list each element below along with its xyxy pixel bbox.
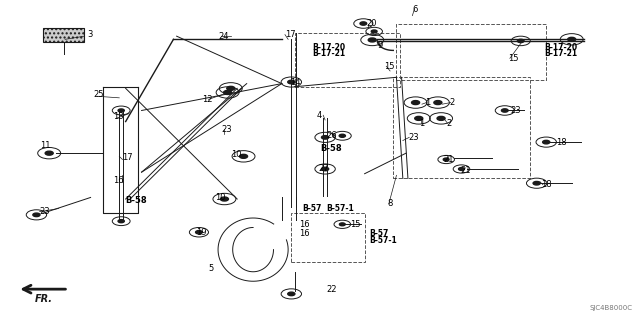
Circle shape [360, 22, 367, 25]
Text: 1: 1 [425, 98, 430, 107]
Text: 15: 15 [351, 220, 361, 229]
Text: B-57-1: B-57-1 [370, 236, 397, 245]
Text: 26: 26 [326, 131, 337, 140]
Text: 2: 2 [449, 98, 454, 107]
Bar [394, 77, 531, 178]
Circle shape [321, 167, 329, 171]
Circle shape [371, 30, 377, 33]
Text: 1: 1 [419, 119, 425, 128]
Text: 17: 17 [285, 30, 296, 39]
Circle shape [459, 167, 465, 170]
Text: 15: 15 [384, 62, 394, 71]
Text: 3: 3 [88, 30, 93, 39]
Text: 12: 12 [202, 95, 212, 104]
Text: B-17-20: B-17-20 [312, 43, 346, 52]
Circle shape [533, 182, 540, 185]
Circle shape [339, 134, 346, 137]
Text: 18: 18 [556, 137, 566, 147]
Circle shape [220, 197, 228, 201]
Text: 2: 2 [446, 119, 451, 128]
Text: 14: 14 [290, 78, 301, 86]
Bar [43, 28, 84, 42]
Text: 24: 24 [218, 32, 228, 41]
Text: 23: 23 [221, 125, 232, 134]
Text: B-58: B-58 [320, 144, 342, 153]
Circle shape [444, 158, 449, 161]
Text: 18: 18 [541, 180, 552, 189]
Circle shape [568, 37, 576, 41]
Text: 22: 22 [326, 285, 337, 294]
Text: B-58: B-58 [125, 196, 147, 205]
Circle shape [33, 213, 40, 217]
Circle shape [517, 39, 524, 42]
Text: 5: 5 [209, 264, 214, 273]
Text: 6: 6 [412, 5, 418, 14]
Text: B-57: B-57 [370, 229, 389, 238]
Circle shape [45, 151, 53, 155]
Bar [396, 24, 546, 80]
Text: 9: 9 [378, 41, 383, 50]
Circle shape [321, 136, 329, 139]
Text: 16: 16 [299, 229, 310, 238]
Circle shape [118, 219, 124, 223]
Bar [294, 33, 399, 87]
Circle shape [118, 109, 124, 112]
Text: 23: 23 [510, 106, 520, 115]
Text: 10: 10 [215, 193, 225, 202]
Text: FR.: FR. [35, 294, 53, 304]
Circle shape [223, 91, 232, 94]
Text: B-17-21: B-17-21 [312, 49, 346, 58]
Circle shape [339, 223, 345, 226]
Text: B-57: B-57 [302, 204, 321, 213]
Circle shape [368, 38, 376, 42]
Text: B-17-20: B-17-20 [544, 43, 577, 52]
Text: 13: 13 [113, 112, 124, 121]
Circle shape [543, 140, 550, 144]
Text: 21: 21 [460, 166, 470, 175]
Text: SJC4B8000C: SJC4B8000C [589, 305, 632, 311]
Circle shape [239, 154, 248, 158]
Circle shape [434, 100, 442, 105]
Circle shape [412, 100, 420, 105]
Text: 16: 16 [299, 220, 310, 229]
Text: 23: 23 [408, 133, 419, 142]
Circle shape [415, 116, 423, 120]
Circle shape [502, 109, 508, 112]
Text: B-57-1: B-57-1 [326, 204, 354, 213]
Text: 16: 16 [113, 175, 124, 185]
Text: 8: 8 [387, 199, 392, 208]
Text: 21: 21 [443, 155, 454, 164]
Circle shape [196, 231, 202, 234]
Text: 27: 27 [319, 165, 330, 174]
Text: 10: 10 [231, 150, 241, 159]
Circle shape [437, 116, 445, 120]
Text: 15: 15 [508, 54, 518, 63]
Circle shape [227, 86, 235, 90]
Bar [291, 213, 365, 262]
Text: 17: 17 [122, 153, 133, 162]
Text: 11: 11 [40, 141, 50, 150]
Circle shape [288, 292, 295, 296]
Text: 25: 25 [94, 90, 104, 99]
Text: 20: 20 [367, 19, 377, 28]
Text: 19: 19 [196, 228, 206, 237]
Text: 4: 4 [317, 111, 322, 120]
Text: B-17-21: B-17-21 [544, 49, 577, 58]
Circle shape [288, 80, 295, 84]
Text: 23: 23 [40, 207, 51, 216]
